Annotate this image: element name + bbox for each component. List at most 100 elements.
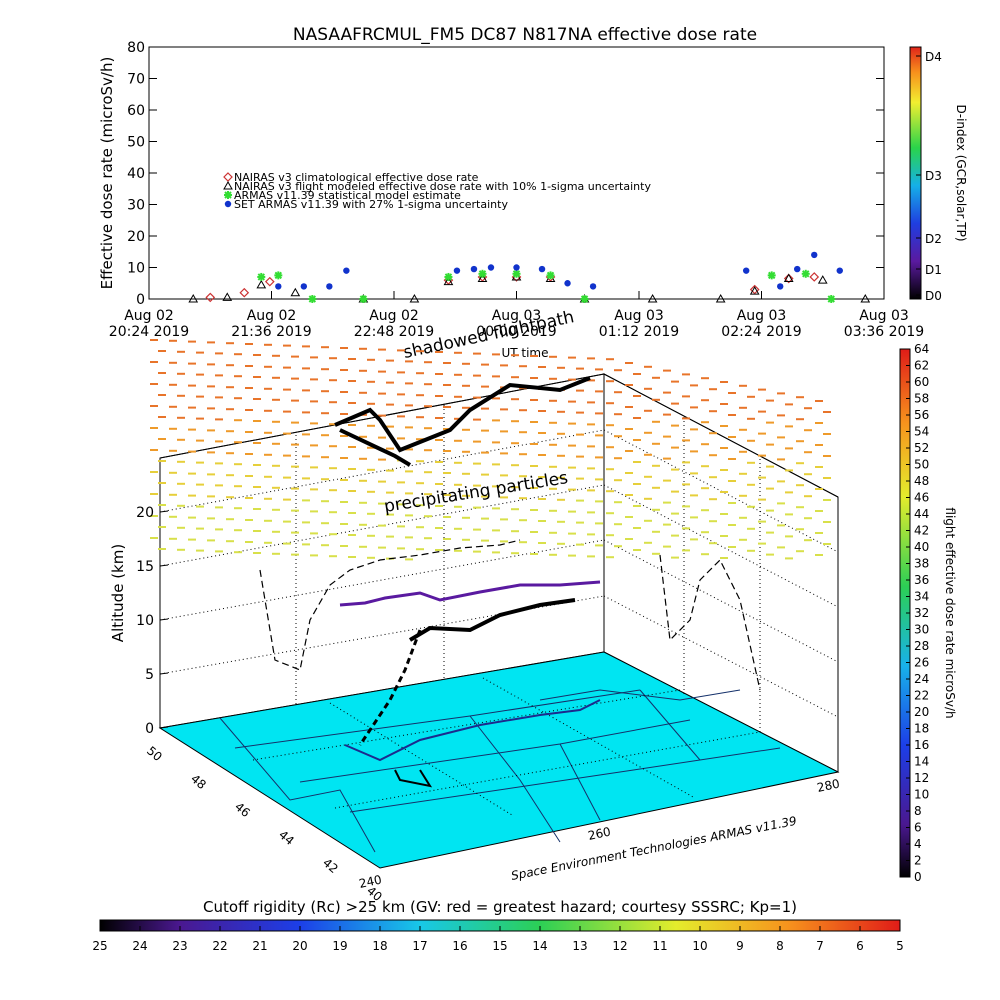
- flight-track-purple: [339, 580, 601, 607]
- series-3-point: [777, 283, 784, 290]
- top-series-group: [188, 251, 871, 303]
- series-2-point: [308, 295, 317, 303]
- top-x-axis-label: UT time: [501, 346, 548, 360]
- lat-tick-label: 42: [320, 856, 341, 877]
- legend-label-0: NAIRAS v3 climatological effective dose …: [234, 171, 479, 184]
- series-3-point: [343, 267, 350, 274]
- series-3-point: [742, 267, 750, 274]
- series-1-point: [409, 293, 420, 303]
- rc-tick-label: 5: [896, 939, 904, 953]
- top-x-tick-label-date: Aug 02: [247, 308, 297, 324]
- series-0-point: [749, 284, 760, 295]
- dindex-tick-label: D1: [925, 263, 942, 277]
- legend-label-3: SET ARMAS v11.39 with 27% 1-sigma uncert…: [234, 198, 508, 211]
- dose-tick-label: 24: [914, 672, 929, 686]
- legend-marker-0: [223, 172, 233, 182]
- series-3-point: [589, 283, 597, 290]
- rc-tick-label: 6: [856, 939, 864, 953]
- dindex-tick-label: D2: [925, 232, 942, 246]
- series-1-point: [477, 273, 488, 283]
- rc-tick-label: 23: [172, 939, 187, 953]
- series-3: [275, 251, 843, 290]
- lon-tick-label: 260: [587, 824, 612, 842]
- legend-label-1: NAIRAS v3 flight modeled effective dose …: [234, 180, 651, 193]
- rc-tick-label: 22: [212, 939, 227, 953]
- series-3-point: [564, 280, 571, 287]
- series-3-point: [470, 265, 478, 273]
- rc-tick-label: 16: [452, 939, 467, 953]
- dose-tick-label: 60: [914, 375, 929, 389]
- top-y-tick-label: 50: [127, 135, 145, 151]
- z-tick-label: 10: [136, 613, 154, 629]
- dose-tick-label: 36: [914, 573, 929, 587]
- series-3-point: [487, 264, 495, 271]
- dose-tick-label: 26: [914, 656, 929, 670]
- series-2-point: [512, 269, 521, 278]
- dose-colorbar-ticks: 0246810121416182022242628303234363840424…: [906, 342, 929, 884]
- series-3-point: [453, 267, 461, 274]
- series-2-point: [478, 269, 487, 278]
- series-0: [205, 272, 820, 303]
- rc-tick-label: 9: [736, 939, 744, 953]
- top-y-tick-label: 40: [127, 166, 145, 182]
- series-1-point: [783, 273, 794, 283]
- rc-tick-label: 18: [372, 939, 387, 953]
- rc-tick-label: 14: [532, 939, 547, 953]
- dindex-tick-label: D0: [925, 289, 942, 303]
- rc-tick-label: 11: [652, 939, 667, 953]
- series-2-point: [359, 295, 368, 303]
- dose-tick-label: 30: [914, 623, 929, 637]
- z-tick-label: 20: [136, 505, 154, 521]
- top-y-tick-label: 20: [127, 229, 145, 245]
- top-x-tick-label-date: Aug 03: [859, 308, 909, 324]
- top-x-tick-label-date: Aug 02: [124, 308, 174, 324]
- dose-tick-label: 40: [914, 540, 929, 554]
- series-0-point: [264, 276, 275, 287]
- rc-tick-label: 7: [816, 939, 824, 953]
- series-3-point: [300, 283, 308, 290]
- dose-tick-label: 48: [914, 474, 929, 488]
- flight-track-ground-black: [394, 769, 433, 788]
- z-tick-label: 15: [136, 559, 154, 575]
- longitude-ticks: 240 260 280: [358, 776, 841, 890]
- box-right-top-edge: [603, 373, 839, 498]
- rc-tick-label: 8: [776, 939, 784, 953]
- series-3-point: [326, 283, 333, 290]
- legend-label-2: ARMAS v11.39 statistical model estimate: [234, 189, 461, 202]
- series-1-point: [749, 286, 760, 295]
- series-1-point: [188, 293, 199, 303]
- dindex-label: D-index (GCR,solar,TP): [954, 104, 968, 241]
- flight-track-dashed-right: [659, 554, 761, 691]
- top-legend: NAIRAS v3 climatological effective dose …: [223, 171, 651, 211]
- rc-tick-label: 25: [92, 939, 107, 953]
- dose-tick-label: 2: [914, 854, 922, 868]
- lat-tick-label: 46: [232, 800, 253, 821]
- series-1: [188, 271, 871, 303]
- series-2: [257, 269, 836, 303]
- rc-tick-label: 20: [292, 939, 307, 953]
- chart-title: NASAAFRCMUL_FM5 DC87 N817NA effective do…: [293, 25, 757, 45]
- z-tick-mark: [159, 726, 169, 729]
- z-tick-label: 0: [145, 721, 154, 737]
- series-1-point: [860, 293, 871, 303]
- dindex-ticks: D0 D1 D2 D3 D4: [916, 50, 942, 303]
- series-3-point: [275, 283, 282, 290]
- top-x-tick-label-time: 00:00 2019: [476, 324, 556, 340]
- 3d-box: [158, 373, 840, 869]
- z-tick-label: 5: [145, 667, 154, 683]
- top-x-tick-label-time: 01:12 2019: [599, 324, 679, 340]
- series-3-point: [538, 265, 546, 273]
- series-0-point: [809, 272, 820, 282]
- dose-tick-label: 52: [914, 441, 929, 455]
- lat-tick-label: 48: [188, 772, 209, 793]
- legend-marker-2: [224, 191, 232, 199]
- rc-tick-label: 17: [412, 939, 427, 953]
- z-axis-ticks: 0 5 10 15 20: [136, 505, 169, 737]
- rc-tick-label: 15: [492, 939, 507, 953]
- dose-tick-label: 20: [914, 705, 929, 719]
- z-axis-label: Altitude (km): [109, 544, 127, 642]
- series-1-point: [647, 293, 658, 303]
- series-2-point: [257, 272, 266, 281]
